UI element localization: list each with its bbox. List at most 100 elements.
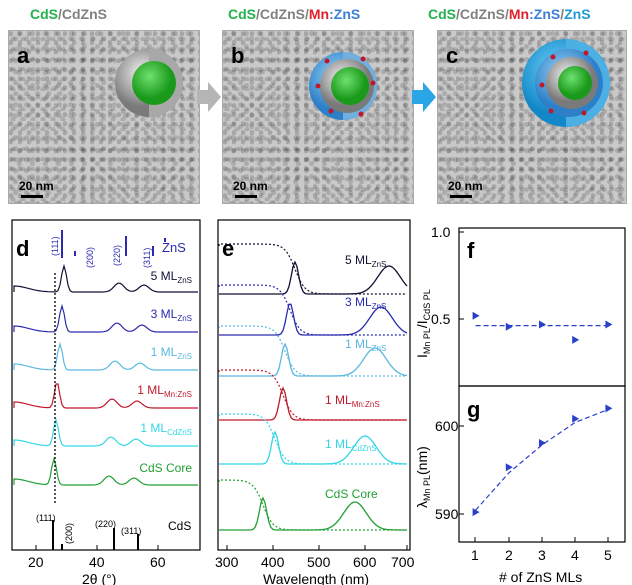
- panel-e-xticks: [226, 545, 408, 550]
- panel-label-d: d: [16, 236, 29, 261]
- panel-g-xtick-5: 5: [604, 547, 612, 563]
- panel-g-point-1: [505, 463, 513, 472]
- panel-g-point-3: [572, 414, 580, 423]
- panel-e-frame: [217, 219, 411, 551]
- xrd-trace-2: [13, 341, 198, 371]
- panel-label-g: g: [467, 397, 480, 422]
- cds-peak-200: (200): [64, 523, 74, 544]
- panel-d-frame: [11, 219, 201, 551]
- absorption-trace-0: [218, 243, 407, 295]
- title-b-segment-2: Mn: [308, 6, 330, 22]
- absorption-trace-4: [218, 413, 407, 465]
- panel-e-xtick-400: 400: [261, 554, 285, 570]
- title-b-segment-3: :ZnS: [329, 6, 361, 22]
- panel-f-point-0: [472, 311, 480, 320]
- panel-fg-marks: [472, 311, 613, 517]
- xrd-trace-label-2: 1 MLZnS: [151, 345, 192, 361]
- panel-d-xtick-20: 20: [28, 554, 44, 570]
- panel-d-xrd: d (111) (200) (220) (311) ZnS 5 MLZnS 3 M…: [11, 219, 201, 585]
- cds-reference-lines: [52, 520, 139, 550]
- title-a-segment-1: /CdZnS: [58, 6, 107, 22]
- panel-g-point-0: [472, 508, 480, 517]
- xrd-trace-1: [13, 303, 198, 333]
- cds-peak-111: (111): [36, 513, 56, 523]
- absorption-trace-2: [218, 325, 407, 377]
- panel-f-point-3: [572, 335, 580, 344]
- xrd-traces: 5 MLZnS 3 MLZnS 1 MLZnS 1 MLMn:ZnS 1 MLCdZnS…: [13, 263, 198, 486]
- title-a-segment-0: CdS: [30, 6, 58, 22]
- title-c-segment-3: :ZnS: [529, 6, 561, 22]
- xrd-trace-3: [13, 383, 198, 409]
- xrd-trace-label-1: 3 MLZnS: [151, 307, 192, 323]
- tem-image-a: a 20 nm: [8, 30, 200, 204]
- title-b-segment-0: CdS: [228, 6, 256, 22]
- cds-reference-label: CdS: [168, 519, 191, 533]
- panel-f-point-1: [505, 322, 513, 331]
- title-c-segment-1: /CdZnS/: [456, 6, 509, 22]
- panel-g-xtick-2: 2: [505, 547, 513, 563]
- panel-g-ytick-590: 590: [435, 506, 459, 522]
- panel-g-point-4: [605, 404, 613, 413]
- panel-d-xtick-60: 60: [150, 554, 166, 570]
- panel-f-ylabel: IMn PL/ICdS PL: [415, 289, 432, 358]
- panel-label-a: a: [17, 43, 30, 68]
- panel-d-xticks: [35, 545, 159, 550]
- scale-bar-b: [235, 195, 257, 198]
- title-c: CdS/CdZnS/Mn:ZnS/ZnS: [428, 6, 591, 22]
- pl-trace-label-1: 3 MLZnS: [345, 295, 386, 311]
- panel-e-xlabel: Wavelength (nm): [263, 571, 369, 585]
- pl-trace-2: [219, 342, 408, 377]
- zns-peak-111: (111): [50, 236, 60, 256]
- xrd-trace-0: [13, 263, 198, 293]
- tem-image-b: b 20 nm: [222, 30, 414, 204]
- cds-peak-311: (311): [121, 526, 141, 536]
- xrd-trace-label-0: 5 MLZnS: [151, 269, 192, 285]
- arrow-gray-icon: [197, 82, 221, 112]
- panel-e-xtick-600: 600: [353, 554, 377, 570]
- tem-image-c: c 20 nm: [437, 30, 627, 204]
- panel-d-xtick-40: 40: [89, 554, 105, 570]
- panel-f-point-4: [605, 320, 613, 329]
- xrd-trace-label-3: 1 MLMn:ZnS: [137, 383, 192, 399]
- arrow-blue-icon: [412, 82, 436, 112]
- panel-f-point-2: [539, 320, 546, 329]
- pl-trace-1: [219, 303, 408, 336]
- panel-f-ytick-0: 0.5: [431, 311, 451, 327]
- pl-trace-5: [219, 496, 407, 531]
- scale-bar-label-a: 20 nm: [19, 179, 54, 193]
- panel-g-ytick-600: 600: [435, 418, 459, 434]
- zns-peak-220: (220): [112, 245, 122, 266]
- panel-f-ytick-1: 1.0: [431, 224, 451, 240]
- cds-peak-220: (220): [95, 519, 116, 529]
- panel-g-frame: [458, 385, 626, 543]
- xrd-trace-label-4: 1 MLCdZnS: [140, 421, 192, 437]
- pl-trace-label-5: CdS Core: [325, 487, 378, 501]
- pl-trace-0: [219, 260, 408, 295]
- xrd-trace-5: [13, 456, 198, 486]
- scale-bar-label-c: 20 nm: [448, 179, 483, 193]
- scale-bar-label-b: 20 nm: [233, 179, 268, 193]
- absorption-trace-1: [218, 284, 407, 336]
- title-a: CdS/CdZnS: [30, 6, 107, 22]
- pl-trace-label-3: 1 MLMn:ZnS: [325, 393, 380, 409]
- title-c-segment-0: CdS: [428, 6, 456, 22]
- nanocrystal-schematic-b: [309, 52, 377, 120]
- xrd-trace-4: [13, 417, 198, 447]
- zns-peak-200: (200): [85, 247, 95, 268]
- pl-trace-label-4: 1 MLCdZnS: [325, 437, 377, 453]
- title-b-segment-1: /CdZnS/: [256, 6, 309, 22]
- title-b: CdS/CdZnS/Mn:ZnS: [228, 6, 360, 22]
- panel-fg: f g 1.0 0.5 IMn PL/ICdS PL 600 590 λMn P…: [415, 224, 626, 585]
- absorption-trace-3: [218, 369, 407, 421]
- pl-trace-label-0: 5 MLZnS: [345, 253, 386, 269]
- panel-g-xtick-1: 1: [471, 547, 479, 563]
- pl-trace-4: [219, 430, 408, 465]
- title-c-segment-2: Mn: [508, 6, 530, 22]
- xrd-trace-label-5: CdS Core: [139, 461, 192, 475]
- panel-g-xtick-3: 3: [538, 547, 546, 563]
- title-c-segment-5: ZnS: [564, 6, 591, 22]
- panel-g-point-2: [539, 438, 546, 447]
- panel-g-xlabel: # of ZnS MLs: [499, 569, 582, 585]
- scale-bar-a: [21, 195, 43, 198]
- nanocrystal-schematic-a: [115, 49, 183, 117]
